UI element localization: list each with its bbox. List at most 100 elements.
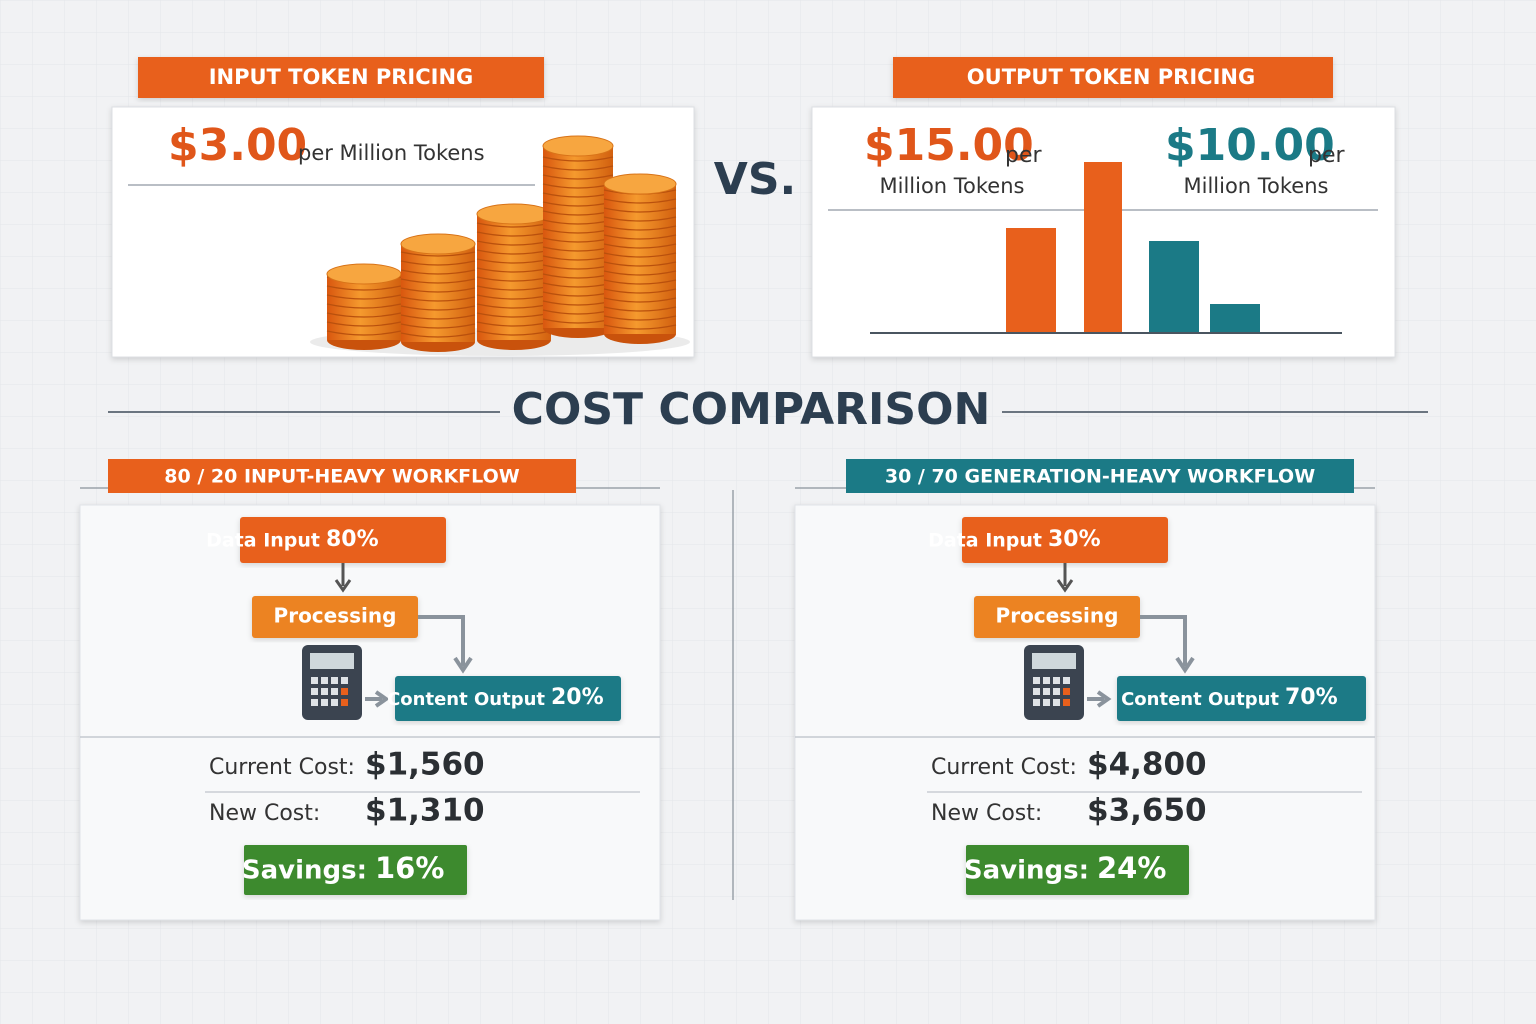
header-bar <box>108 459 576 493</box>
coin-top <box>400 233 476 255</box>
flow-label: Data Input <box>928 530 1042 552</box>
calculator-screen <box>310 653 354 669</box>
coin-edge <box>603 216 677 222</box>
coin-top <box>542 135 614 157</box>
calculator-key <box>1033 677 1040 684</box>
coin-edge <box>476 330 552 336</box>
coin-edge <box>603 207 677 213</box>
coin-edge <box>603 261 677 267</box>
coin-top <box>603 173 677 195</box>
decorative-bar <box>1149 241 1199 333</box>
decorative-bar <box>1006 228 1056 333</box>
coin-stack <box>327 274 401 340</box>
cost-value: $4,800 <box>1087 747 1207 783</box>
coin-stack <box>543 146 613 328</box>
flow-box <box>962 517 1168 563</box>
coin-top <box>326 263 402 285</box>
calculator-key <box>331 699 338 706</box>
flow-share: 20% <box>551 685 604 710</box>
cost-value: $3,650 <box>1087 793 1207 829</box>
coin-edge <box>326 294 402 300</box>
coin-edge <box>603 252 677 258</box>
coin-edge <box>603 198 677 204</box>
cost-value: $1,560 <box>365 747 485 783</box>
workflow-header: 80 / 20 INPUT-HEAVY WORKFLOW <box>164 466 519 488</box>
calculator-key <box>1043 688 1050 695</box>
cost-label: New Cost: <box>209 801 320 826</box>
coin-edge <box>326 330 402 336</box>
calculator-key <box>1053 688 1060 695</box>
coin-edge <box>400 278 476 284</box>
flow-arrow <box>418 615 473 674</box>
calculator-key <box>1033 699 1040 706</box>
calculator-key <box>341 688 348 695</box>
cost-value: $1,310 <box>365 793 485 829</box>
header-bar <box>893 57 1333 98</box>
calculator-key <box>311 677 318 684</box>
coin-top <box>476 203 552 225</box>
flow-arrow <box>334 563 352 593</box>
cost-label: Current Cost: <box>209 755 355 780</box>
calculator-key <box>1053 677 1060 684</box>
calculator-key <box>321 677 328 684</box>
calculator-key <box>311 699 318 706</box>
flow-box <box>395 676 621 721</box>
vs-label: VS. <box>714 154 796 205</box>
price-unit: per Million Tokens <box>298 141 485 165</box>
calculator-key <box>321 688 328 695</box>
header-bar <box>138 57 544 98</box>
flow-arrow <box>365 690 390 708</box>
calculator-key <box>341 699 348 706</box>
calculator-key <box>311 688 318 695</box>
coin-edge <box>542 174 614 180</box>
coin-edge <box>400 296 476 302</box>
workflow-header: 30 / 70 GENERATION-HEAVY WORKFLOW <box>885 466 1315 488</box>
calculator-key <box>1043 677 1050 684</box>
coin-edge <box>603 315 677 321</box>
price-unit: Million Tokens <box>1184 174 1329 198</box>
decorative-bar <box>1210 304 1260 333</box>
savings-label: Savings: <box>964 856 1089 886</box>
savings-value: 24% <box>1097 851 1166 885</box>
calculator-key <box>331 677 338 684</box>
price-unit: Million Tokens <box>880 174 1025 198</box>
price-per: per <box>1308 143 1346 168</box>
savings-label: Savings: <box>242 856 367 886</box>
flow-box <box>252 596 418 638</box>
flow-box <box>1117 676 1366 721</box>
calculator-key <box>1043 699 1050 706</box>
savings-value: 16% <box>375 851 444 885</box>
price: $3.00 <box>168 120 307 171</box>
coin-stack <box>477 214 551 340</box>
decorative-bar <box>1084 162 1122 333</box>
flow-label: Processing <box>996 604 1119 628</box>
coin-edge <box>603 279 677 285</box>
coin-edge <box>326 303 402 309</box>
flow-share: 70% <box>1285 685 1338 710</box>
coin-edge <box>400 251 476 257</box>
cost-label: New Cost: <box>931 801 1042 826</box>
coin-edge <box>542 156 614 162</box>
calculator-key <box>321 699 328 706</box>
coin-edge <box>400 269 476 275</box>
flow-label: Data Input <box>206 530 320 552</box>
header-bar <box>846 459 1354 493</box>
calculator-key <box>1033 688 1040 695</box>
savings-box <box>244 845 467 895</box>
coin-edge <box>603 270 677 276</box>
coin-edge <box>603 306 677 312</box>
coin-edge <box>603 288 677 294</box>
coin-stack <box>401 244 475 342</box>
coin-edge <box>603 225 677 231</box>
calculator-screen <box>1032 653 1076 669</box>
calculator-key <box>1063 699 1070 706</box>
flow-box <box>974 596 1140 638</box>
flow-label: Content Output <box>1121 689 1279 710</box>
coin-edge <box>400 332 476 338</box>
flow-share: 30% <box>1048 527 1101 552</box>
calculator-key <box>341 677 348 684</box>
coin-edge <box>400 260 476 266</box>
section-title: COST COMPARISON <box>512 384 991 435</box>
